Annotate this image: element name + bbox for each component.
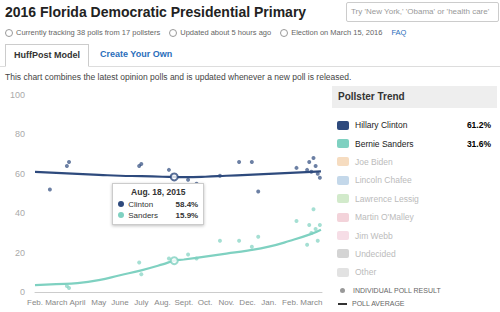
html-text:Aug. 18, 2015: Aug. 18, 2015 xyxy=(131,186,186,197)
svg-text:Jan.: Jan. xyxy=(261,298,276,307)
svg-text:March: March xyxy=(45,298,67,307)
svg-text:June: June xyxy=(111,298,129,307)
html-text:58.4%: 58.4% xyxy=(175,199,199,209)
svg-text:0: 0 xyxy=(20,287,25,297)
svg-text:May: May xyxy=(91,298,106,307)
html-text:31.6%: 31.6% xyxy=(466,138,491,149)
html-text:Jim Webb: Jim Webb xyxy=(355,230,393,241)
svg-text:Feb.: Feb. xyxy=(282,298,298,307)
html-text:Election on March 15, 2016: Election on March 15, 2016 xyxy=(291,28,383,37)
html-text:POLL AVERAGE: POLL AVERAGE xyxy=(352,300,405,307)
html-text:Currently tracking 38 polls fr: Currently tracking 38 polls from 17 poll… xyxy=(16,28,161,37)
svg-text:April: April xyxy=(70,298,86,307)
html-text:Bernie Sanders: Bernie Sanders xyxy=(355,138,414,149)
html-text:Lawrence Lessig: Lawrence Lessig xyxy=(355,193,419,204)
svg-text:100: 100 xyxy=(10,90,25,100)
svg-text:Oct.: Oct. xyxy=(198,298,213,307)
html-text:This chart combines the latest: This chart combines the latest opinion p… xyxy=(5,72,352,82)
svg-text:40: 40 xyxy=(15,208,25,218)
html-text:INDIVIDUAL POLL RESULT: INDIVIDUAL POLL RESULT xyxy=(353,287,441,294)
html-text:Updated about 5 hours ago: Updated about 5 hours ago xyxy=(180,28,272,37)
svg-text:60: 60 xyxy=(15,169,25,179)
svg-text:Feb.: Feb. xyxy=(27,298,43,307)
html-text:Other: Other xyxy=(355,267,377,278)
html-text:FAQ: FAQ xyxy=(391,28,407,37)
html-text:Lincoln Chafee: Lincoln Chafee xyxy=(355,175,412,186)
html-text:Create Your Own: Create Your Own xyxy=(100,49,173,59)
svg-text:Sept.: Sept. xyxy=(174,298,193,307)
html-text:Clinton: Clinton xyxy=(128,199,154,209)
html-text:Joe Biden: Joe Biden xyxy=(355,157,393,167)
html-text:Try 'New York,' 'Obama' or 'he: Try 'New York,' 'Obama' or 'health care' xyxy=(351,7,490,16)
html-text:Martin O'Malley: Martin O'Malley xyxy=(355,212,414,223)
html-text:Undecided: Undecided xyxy=(355,248,396,259)
svg-text:March: March xyxy=(300,298,322,307)
html-text:Pollster Trend: Pollster Trend xyxy=(338,91,405,102)
svg-text:80: 80 xyxy=(15,129,25,139)
html-text:2016 Florida Democratic Presid: 2016 Florida Democratic Presidential Pri… xyxy=(5,4,307,20)
html-text:15.9%: 15.9% xyxy=(175,210,199,220)
html-text:Sanders: Sanders xyxy=(128,210,158,220)
html-text:Hillary Clinton: Hillary Clinton xyxy=(355,120,408,131)
svg-text:Nov.: Nov. xyxy=(218,298,234,307)
svg-text:July: July xyxy=(134,298,148,307)
svg-text:20: 20 xyxy=(15,248,25,258)
html-text:61.2%: 61.2% xyxy=(466,120,491,131)
html-text:HuffPost Model: HuffPost Model xyxy=(14,50,80,60)
svg-text:Dec.: Dec. xyxy=(239,298,255,307)
svg-text:Aug.: Aug. xyxy=(154,298,170,307)
